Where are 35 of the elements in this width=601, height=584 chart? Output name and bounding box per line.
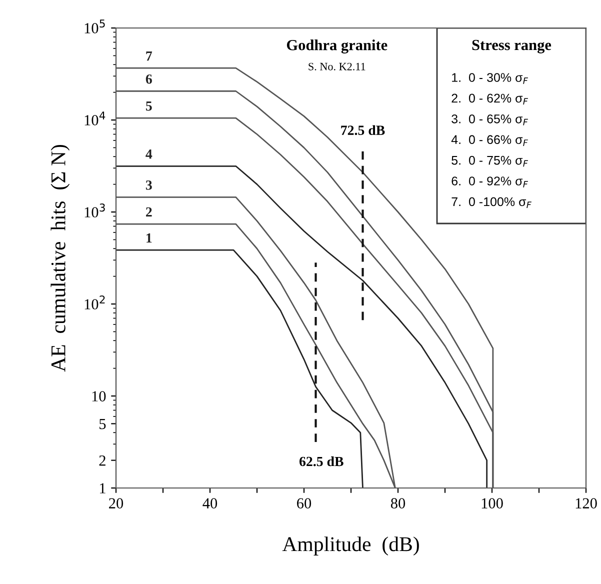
series-label: 4 xyxy=(146,150,152,159)
text: S. No. K2.11 xyxy=(308,62,366,70)
annotation: 1. 0 - 30% σ$_{F}$ xyxy=(452,73,528,84)
y-axis-title: AE cumulative hits (Σ N) xyxy=(50,144,70,372)
x-tick-label: 20 xyxy=(109,498,124,508)
series-label: 5 xyxy=(146,101,152,111)
y-tick-label: 5 xyxy=(100,418,106,430)
x-tick-label: 100 xyxy=(482,498,503,508)
x-tick-label: 80 xyxy=(390,498,406,508)
ref-line-label: 62.5 dB xyxy=(299,456,344,466)
y-tick-label: 2 xyxy=(99,455,106,466)
y-tick-label: 10$^{4}$ xyxy=(84,112,106,126)
y-tick-label: 10$^{5}$ xyxy=(84,20,105,34)
x-tick-label: 60 xyxy=(297,498,312,508)
ref-line-label: 72.5 dB xyxy=(341,125,385,136)
x-tick-label: 120 xyxy=(576,498,597,508)
x-axis-title: Amplitude (dB) xyxy=(282,536,419,556)
legend-title: Stress range xyxy=(472,40,552,54)
series-label: 7 xyxy=(146,51,152,61)
x-tick-label: 40 xyxy=(202,498,218,508)
series-label: 3 xyxy=(146,180,152,190)
series-label: 6 xyxy=(146,74,152,84)
series-label: 1 xyxy=(146,233,152,243)
y-tick-label: 1 xyxy=(100,483,106,494)
annotation: 6. 0 - 92% σ$_{F}$ xyxy=(452,176,528,188)
annotation: 5. 0 - 75% σ$_{F}$ xyxy=(452,156,528,167)
y-tick-label: 10$^{2}$ xyxy=(84,296,105,310)
annotation: 7. 0 -100% σ$_{F}$ xyxy=(452,197,532,208)
text: Godhra granite xyxy=(286,40,388,54)
y-tick-label: 10 xyxy=(92,391,106,402)
annotation: 3. 0 - 65% σ$_{F}$ xyxy=(452,114,528,126)
series-label: 2 xyxy=(146,207,152,217)
y-tick-label: 10$^{3}$ xyxy=(84,204,105,218)
annotation: 4. 0 - 66% σ$_{F}$ xyxy=(451,135,528,146)
annotation: 2. 0 - 62% σ$_{F}$ xyxy=(452,94,528,105)
